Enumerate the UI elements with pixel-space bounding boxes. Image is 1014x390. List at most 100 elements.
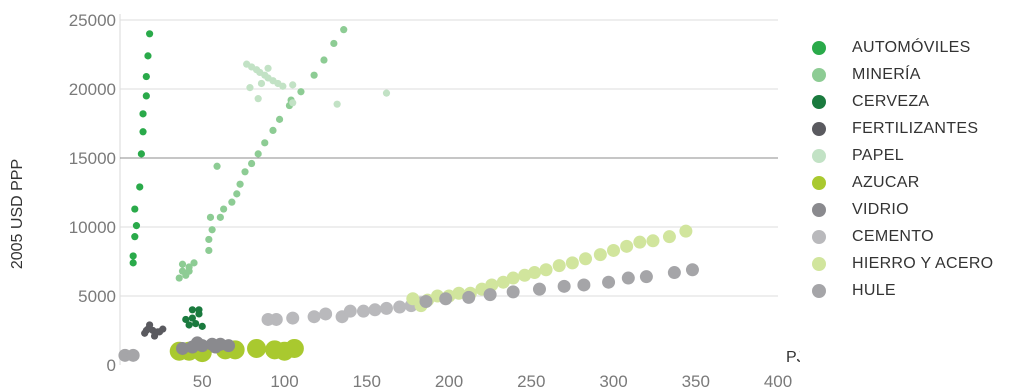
x-tick-label: 150: [353, 372, 381, 390]
data-point: [236, 180, 244, 188]
data-point: [607, 243, 620, 257]
legend-swatch: [812, 256, 826, 271]
data-point: [213, 162, 221, 170]
data-point: [247, 338, 267, 358]
y-tick-label: 20000: [69, 80, 116, 99]
x-tick-labels: 50 100 150 200 250 300 350 400: [193, 372, 792, 390]
legend: AUTOMÓVILES MINERÍA CERVEZA FERTILIZANTES PA…: [812, 34, 993, 304]
data-point: [539, 263, 553, 277]
legend-item: VIDRIO: [812, 196, 993, 223]
data-point: [216, 213, 224, 221]
data-point: [320, 56, 328, 64]
x-tick-label: 400: [764, 372, 792, 390]
data-point: [190, 336, 204, 350]
data-point: [557, 279, 571, 293]
legend-swatch: [812, 148, 826, 163]
data-point: [175, 274, 183, 282]
data-point: [188, 314, 196, 322]
legend-swatch: [812, 121, 826, 136]
legend-item: HULE: [812, 277, 993, 304]
legend-label: AZUCAR: [852, 173, 920, 191]
legend-item: HIERRO Y ACERO: [812, 250, 993, 277]
y-tick-label: 5000: [78, 287, 116, 306]
data-point: [382, 89, 391, 97]
data-point: [621, 271, 635, 285]
data-point: [485, 278, 499, 292]
data-point: [129, 252, 137, 260]
data-point: [126, 348, 140, 362]
x-axis-label: PJ: [786, 349, 800, 366]
data-point: [208, 226, 216, 234]
data-point: [343, 304, 357, 318]
data-point: [176, 341, 190, 355]
data-point: [528, 266, 542, 280]
data-point: [261, 139, 269, 147]
data-point: [279, 82, 287, 90]
data-point: [246, 84, 254, 92]
data-point: [284, 338, 304, 358]
x-tick-label: 300: [599, 372, 627, 390]
data-point: [195, 306, 203, 314]
data-point: [222, 339, 236, 353]
data-point: [178, 260, 187, 268]
data-point: [146, 321, 154, 329]
data-point: [146, 30, 154, 38]
legend-label: HIERRO Y ACERO: [852, 254, 994, 272]
data-point: [685, 263, 699, 277]
data-point: [452, 286, 466, 300]
legend-item: CEMENTO: [812, 223, 993, 250]
data-point: [496, 275, 510, 289]
x-tick-label: 100: [270, 372, 298, 390]
data-point: [483, 288, 497, 302]
y-axis-label: 2005 USD PPP: [9, 159, 26, 269]
data-point: [131, 233, 139, 241]
legend-swatch: [812, 283, 826, 298]
data-point: [297, 88, 305, 96]
data-point: [192, 320, 200, 328]
data-point: [188, 306, 196, 314]
y-tick-labels: 0 5000 10000 15000 20000 25000: [69, 11, 116, 375]
data-point: [602, 275, 616, 289]
data-point: [142, 326, 150, 335]
data-points: [118, 26, 699, 363]
legend-label: PAPEL: [852, 146, 904, 164]
data-point: [356, 304, 370, 318]
data-point: [552, 259, 566, 273]
data-point: [307, 310, 321, 324]
data-point: [462, 290, 476, 304]
data-point: [269, 312, 283, 326]
data-point: [241, 168, 249, 176]
y-tick-label: 0: [107, 356, 116, 375]
data-point: [132, 222, 141, 230]
chart: 0 5000 10000 15000 20000 25000 50 100 150 200 250…: [9, 11, 800, 390]
x-tick-label: 200: [435, 372, 463, 390]
data-point: [142, 72, 150, 81]
data-point: [190, 259, 198, 267]
data-point: [532, 282, 546, 296]
data-point: [129, 259, 137, 267]
data-point: [257, 79, 266, 88]
data-point: [205, 235, 213, 244]
data-point: [393, 300, 407, 314]
legend-swatch: [812, 229, 826, 244]
data-point: [506, 285, 520, 299]
legend-item: PAPEL: [812, 142, 993, 169]
data-point: [206, 213, 215, 221]
data-point: [340, 26, 348, 34]
data-point: [419, 295, 433, 309]
data-point: [264, 64, 272, 72]
data-point: [228, 198, 236, 206]
data-point: [577, 278, 591, 292]
data-point: [275, 115, 284, 123]
data-point: [198, 322, 206, 330]
legend-item: MINERÍA: [812, 61, 993, 88]
x-tick-label: 350: [682, 372, 710, 390]
data-point: [310, 71, 318, 79]
data-point: [139, 128, 147, 136]
data-point: [620, 239, 634, 253]
data-point: [679, 224, 693, 238]
legend-item: CERVEZA: [812, 88, 993, 115]
data-point: [330, 39, 338, 48]
data-point: [289, 99, 297, 107]
legend-label: AUTOMÓVILES: [852, 38, 971, 56]
